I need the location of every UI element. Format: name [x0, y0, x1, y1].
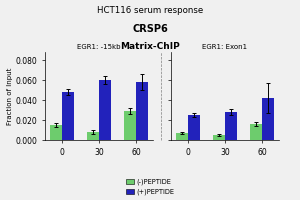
Text: Matrix-ChIP: Matrix-ChIP: [120, 42, 180, 51]
Y-axis label: Fraction of Input: Fraction of Input: [7, 67, 13, 125]
Bar: [136, 82, 148, 140]
Bar: [188, 115, 200, 140]
Title: EGR1: Exon1: EGR1: Exon1: [202, 44, 247, 50]
Bar: [213, 135, 225, 140]
Bar: [124, 111, 136, 140]
Text: HCT116 serum response: HCT116 serum response: [97, 6, 203, 15]
Bar: [176, 133, 188, 140]
Text: CRSP6: CRSP6: [132, 24, 168, 34]
Legend: (-)PEPTIDE, (+)PEPTIDE: (-)PEPTIDE, (+)PEPTIDE: [124, 178, 176, 197]
Bar: [99, 80, 111, 140]
Bar: [250, 124, 262, 140]
Bar: [225, 112, 237, 140]
Bar: [262, 98, 274, 140]
Bar: [87, 132, 99, 140]
Bar: [62, 92, 74, 140]
Title: EGR1: -15kb: EGR1: -15kb: [77, 44, 121, 50]
Bar: [50, 125, 62, 140]
